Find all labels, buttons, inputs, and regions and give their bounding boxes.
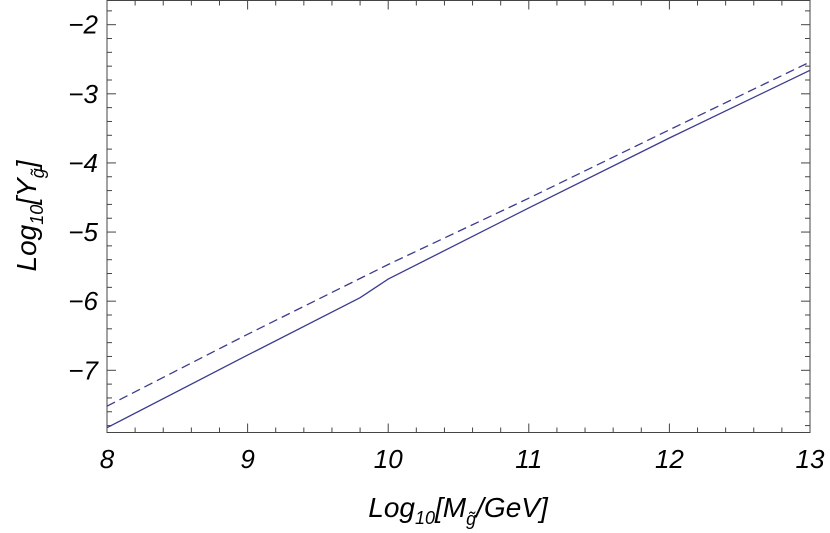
x-axis-label: Log10[Mg̃/GeV]	[368, 492, 549, 529]
series-group	[106, 61, 811, 429]
y-tick-label: −3	[68, 79, 98, 109]
y-tick-label: −7	[68, 355, 99, 385]
solid-series-line	[106, 69, 811, 429]
y-tick-label: −6	[68, 286, 98, 316]
y-tick-label: −2	[68, 10, 98, 40]
x-tick-labels: 8 9 10 11 12 13	[100, 444, 825, 474]
x-tick-label: 13	[796, 444, 825, 474]
y-axis-label-prefix: Log	[11, 224, 42, 271]
x-tick-label: 11	[515, 444, 542, 474]
x-tick-label: 9	[240, 444, 254, 474]
y-tick-label: −5	[68, 217, 98, 247]
x-axis-label-prefix: Log	[368, 492, 415, 523]
x-tick-label: 12	[655, 444, 684, 474]
y-axis-label-symbol: Y	[11, 176, 42, 197]
ticks	[106, 0, 811, 433]
y-axis-label-symbol-sub: g̃	[28, 168, 48, 178]
y-axis-label-sub: 10	[27, 205, 47, 225]
y-axis-label-close: ]	[11, 159, 42, 171]
y-tick-labels: −7 −6 −5 −4 −3 −2	[68, 10, 99, 386]
dashed-series-line	[106, 61, 811, 407]
x-axis-label-symbol-sub: g̃	[466, 509, 476, 529]
x-tick-label: 8	[100, 444, 115, 474]
x-axis-label-symbol: M	[443, 492, 467, 523]
x-tick-label: 10	[374, 444, 403, 474]
y-axis-label: Log10[Yg̃]	[11, 159, 48, 271]
x-axis-label-rest: /GeV]	[474, 492, 549, 523]
y-tick-label: −4	[68, 148, 98, 178]
x-axis-label-sub: 10	[415, 508, 435, 528]
plot-frame	[106, 0, 811, 433]
